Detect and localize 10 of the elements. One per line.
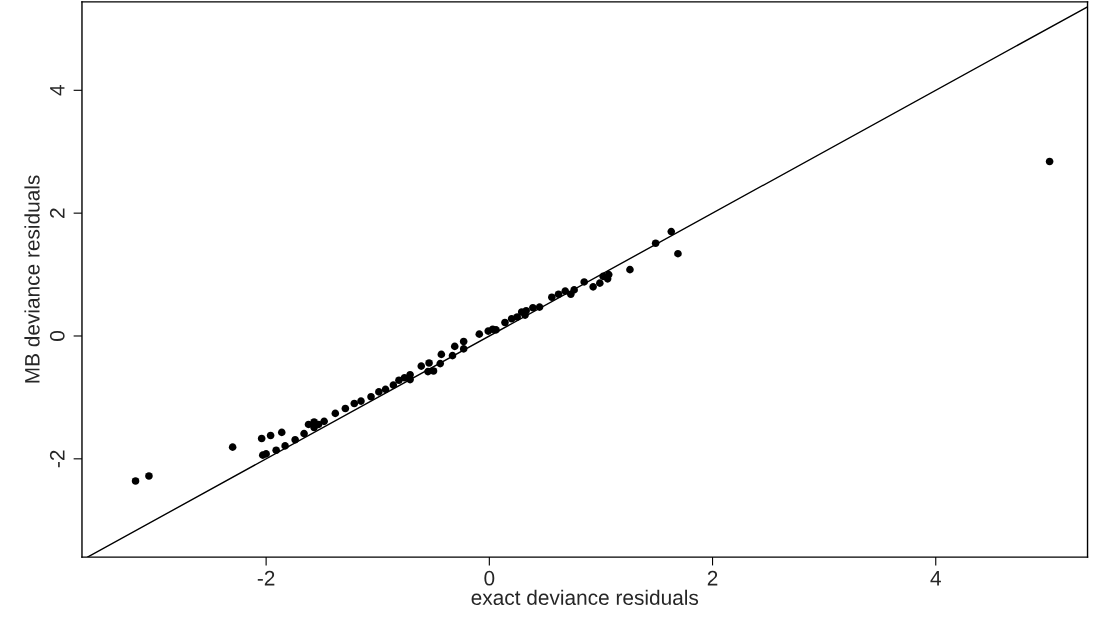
y-tick-label: 4 [50, 85, 65, 96]
x-axis-title: exact deviance residuals [471, 589, 699, 606]
x-tick-label: 4 [930, 571, 941, 586]
x-tick-label: 2 [707, 570, 718, 586]
y-axis-title: MB deviance residuals [24, 175, 40, 383]
y-tick-label: 0 [49, 331, 65, 341]
y-tick-label: -2 [49, 450, 65, 468]
x-tick-label: -2 [257, 570, 275, 586]
y-tick-label: 2 [49, 208, 65, 218]
x-tick-label: 0 [484, 570, 495, 586]
